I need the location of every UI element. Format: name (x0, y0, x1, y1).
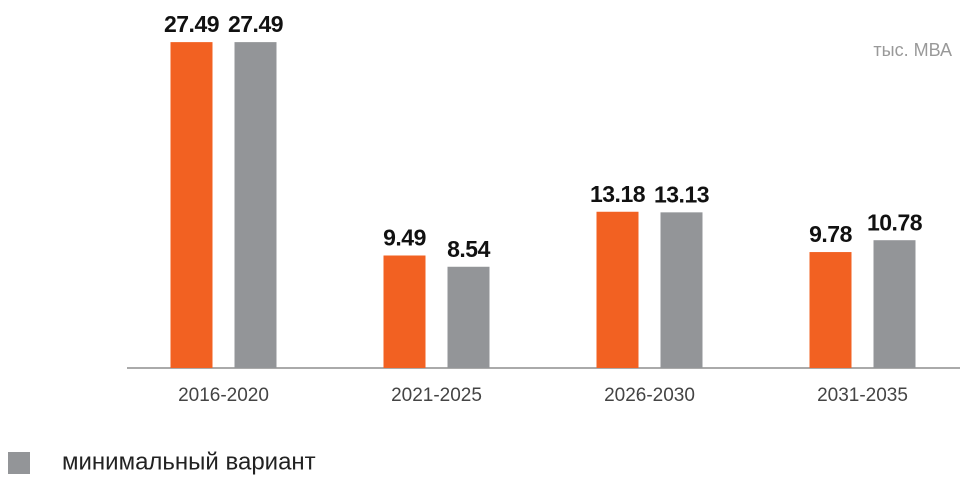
value-label: 8.54 (447, 236, 490, 262)
legend-label: минимальный вариант (62, 448, 316, 475)
value-label: 13.13 (654, 181, 709, 207)
x-tick-label: 2026-2030 (604, 385, 695, 406)
bar (383, 255, 426, 368)
value-label: 9.78 (809, 221, 852, 247)
value-label: 27.49 (228, 11, 283, 37)
value-label: 9.49 (383, 225, 426, 251)
x-tick-label: 2031-2035 (817, 385, 908, 406)
bar (170, 42, 213, 369)
value-label: 13.18 (590, 181, 646, 207)
bar (873, 240, 916, 368)
value-label: 27.49 (164, 11, 219, 37)
bar (596, 211, 639, 368)
x-tick-label: 2016-2020 (178, 385, 269, 406)
legend-swatch (8, 452, 30, 474)
bar (447, 266, 490, 368)
x-tick-label: 2021-2025 (391, 385, 482, 406)
bar (809, 252, 852, 368)
value-label: 10.78 (867, 209, 923, 235)
unit-annotation: тыс. МВА (873, 40, 952, 60)
bar (660, 212, 703, 368)
bar (234, 42, 277, 369)
